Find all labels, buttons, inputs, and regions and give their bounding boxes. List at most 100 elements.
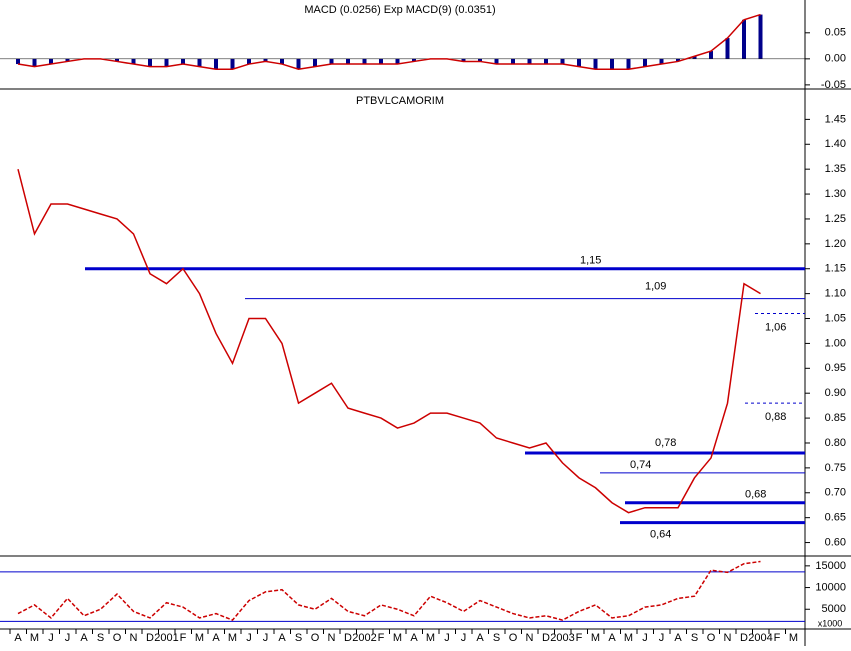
x-tick-label: M bbox=[195, 632, 204, 644]
x-tick-label: D bbox=[344, 632, 352, 644]
y-tick-label: 0.85 bbox=[825, 412, 846, 424]
x-tick-label: O bbox=[509, 632, 518, 644]
macd-bar bbox=[49, 58, 53, 65]
level-label: 0,74 bbox=[630, 459, 651, 471]
series-line bbox=[17, 560, 761, 621]
x-tick-label: N bbox=[526, 632, 534, 644]
macd-bar bbox=[577, 58, 581, 67]
level-label: 0,68 bbox=[745, 489, 766, 501]
macd-bar bbox=[511, 58, 515, 65]
macd-bar bbox=[692, 56, 697, 59]
x-tick-label: S bbox=[691, 632, 698, 644]
x-tick-label: J bbox=[444, 632, 450, 644]
x-tick-label: N bbox=[328, 632, 336, 644]
y-tick-label: 15000 bbox=[815, 560, 846, 572]
x-tick-label: O bbox=[113, 632, 122, 644]
x-tick-label: M bbox=[789, 632, 798, 644]
x-tick-label: A bbox=[476, 632, 484, 644]
macd-bar bbox=[197, 58, 202, 67]
macd-bar bbox=[296, 58, 301, 70]
macd-bar bbox=[725, 38, 730, 59]
macd-bar bbox=[395, 58, 400, 65]
series-line bbox=[17, 168, 761, 514]
y-tick-label: 1.35 bbox=[825, 163, 846, 175]
x-tick-label: M bbox=[591, 632, 600, 644]
macd-bar bbox=[412, 58, 416, 62]
macd-bar bbox=[709, 51, 713, 59]
level-label: 1,06 bbox=[765, 321, 786, 333]
macd-bar bbox=[379, 58, 383, 65]
y-tick-label: 10000 bbox=[815, 581, 846, 593]
x-tick-label: D bbox=[542, 632, 550, 644]
x-tick-label: J bbox=[246, 632, 252, 644]
y-tick-label: 5000 bbox=[822, 603, 846, 615]
y-tick-label: 0.80 bbox=[825, 437, 846, 449]
y-tick-label: 0.70 bbox=[825, 487, 846, 499]
x-tick-label: A bbox=[14, 632, 22, 644]
macd-bar bbox=[280, 58, 284, 65]
x-tick-label: J bbox=[48, 632, 54, 644]
x-tick-label: D bbox=[740, 632, 748, 644]
x-tick-label: S bbox=[493, 632, 500, 644]
y-tick-label: 1.25 bbox=[825, 213, 846, 225]
y-tick-label: 0.95 bbox=[825, 362, 846, 374]
y-tick-label: 0.00 bbox=[825, 53, 846, 65]
macd-bar bbox=[461, 58, 466, 62]
y-tick-label: 1.10 bbox=[825, 288, 846, 300]
x-tick-label: S bbox=[97, 632, 104, 644]
x-tick-label: S bbox=[295, 632, 302, 644]
macd-bar bbox=[676, 58, 680, 62]
level-label: 0,88 bbox=[765, 411, 786, 423]
macd-bar bbox=[742, 19, 746, 59]
x-tick-label: F bbox=[180, 632, 187, 644]
x-tick-label: F bbox=[774, 632, 781, 644]
y-tick-label: 1.30 bbox=[825, 188, 846, 200]
macd-bar bbox=[214, 58, 218, 70]
price-title: PTBVLCAMORIM bbox=[356, 95, 444, 107]
macd-bar bbox=[544, 58, 548, 65]
macd-bar bbox=[329, 58, 334, 65]
macd-bar bbox=[362, 58, 367, 65]
y-tick-label: 0.60 bbox=[825, 536, 846, 548]
macd-bar bbox=[593, 58, 598, 70]
y-tick-label: 0.75 bbox=[825, 462, 846, 474]
macd-bar bbox=[230, 58, 235, 70]
x-tick-label: F bbox=[576, 632, 583, 644]
x-tick-label: M bbox=[228, 632, 237, 644]
series-line bbox=[17, 13, 761, 71]
x-tick-label: M bbox=[393, 632, 402, 644]
macd-bar bbox=[115, 58, 119, 62]
macd-bar bbox=[610, 58, 614, 70]
y-tick-label: 1.00 bbox=[825, 337, 846, 349]
macd-bar bbox=[32, 58, 37, 67]
macd-bar bbox=[527, 58, 532, 65]
y-tick-label: -0.05 bbox=[821, 79, 846, 91]
macd-title: MACD (0.0256) Exp MACD(9) (0.0351) bbox=[304, 4, 495, 16]
level-label: 1,15 bbox=[580, 255, 601, 267]
x-tick-label: F bbox=[378, 632, 385, 644]
x-tick-label: M bbox=[624, 632, 633, 644]
x-tick-label: J bbox=[65, 632, 71, 644]
unit-label: x1000 bbox=[818, 618, 843, 628]
level-label: 1,09 bbox=[645, 281, 666, 293]
macd-bar bbox=[263, 58, 268, 62]
x-tick-label: M bbox=[426, 632, 435, 644]
x-tick-label: 2002 bbox=[352, 632, 376, 644]
y-tick-label: 1.20 bbox=[825, 238, 846, 250]
x-tick-label: O bbox=[311, 632, 320, 644]
macd-bar bbox=[626, 58, 631, 70]
x-tick-label: A bbox=[80, 632, 88, 644]
x-tick-label: N bbox=[130, 632, 138, 644]
macd-bar bbox=[313, 58, 317, 67]
level-label: 0,78 bbox=[655, 437, 676, 449]
macd-bar bbox=[346, 58, 350, 65]
x-tick-label: D bbox=[146, 632, 154, 644]
x-tick-label: A bbox=[608, 632, 616, 644]
y-tick-label: 1.15 bbox=[825, 263, 846, 275]
macd-bar bbox=[181, 58, 185, 65]
x-tick-label: J bbox=[461, 632, 467, 644]
macd-bar bbox=[659, 58, 664, 65]
macd-bar bbox=[164, 58, 169, 67]
y-tick-label: 0.05 bbox=[825, 27, 846, 39]
